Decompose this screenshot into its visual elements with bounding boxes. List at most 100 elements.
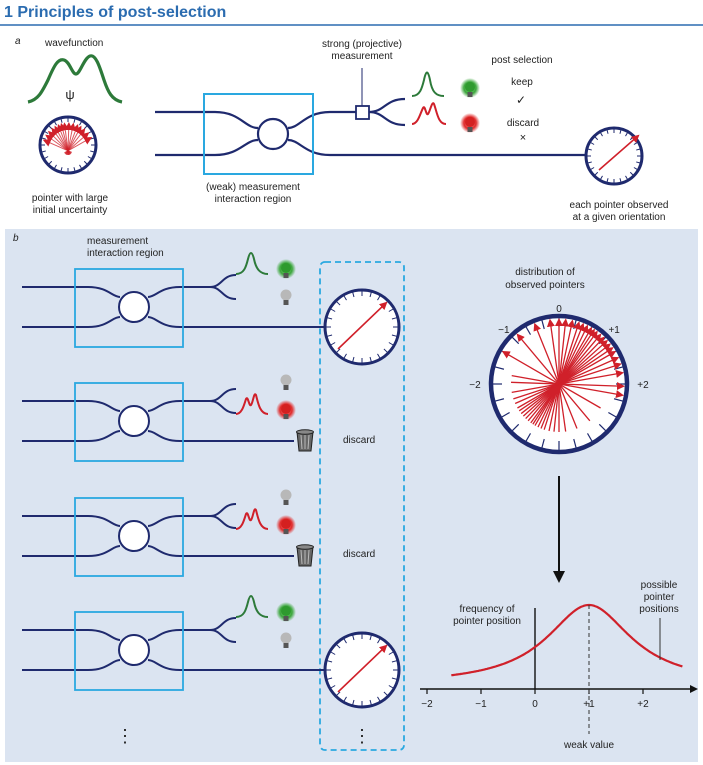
distribution-label-1: distribution of: [515, 267, 575, 278]
bulb-red-icon: [276, 515, 296, 535]
post-selection-dashed-box: [319, 261, 405, 751]
red-peak: [235, 508, 269, 530]
weak-label-1: (weak) measurement: [206, 182, 300, 193]
interaction-box: [74, 497, 184, 577]
annotation-2: pointer: [644, 592, 675, 603]
row-4: [22, 595, 401, 709]
observed-pointer-1: [516, 333, 591, 422]
wire-upper: [22, 400, 210, 412]
strong-measurement-box: [355, 105, 370, 120]
beam-splitter: [118, 520, 150, 552]
dial-label: 0: [556, 304, 562, 315]
row-1: [22, 252, 401, 366]
observed-pointer-20: [513, 362, 622, 400]
trash-bin-icon: [296, 429, 314, 452]
discard-label-b1: discard: [343, 435, 375, 446]
wire-lower: [22, 316, 326, 328]
x-tick-label: −2: [421, 699, 433, 710]
wavefunction-curve: [27, 54, 123, 104]
dots-left: ⋮: [116, 726, 134, 746]
observed-pointer-22: [511, 381, 625, 391]
annotation-3: positions: [639, 604, 678, 615]
green-peak-a: [411, 71, 445, 97]
bulb-green-icon: [460, 78, 480, 98]
wire-lower: [22, 545, 294, 557]
wire-lower: [22, 659, 326, 671]
observed-label-1: each pointer observed: [570, 200, 669, 211]
dots-right: ⋮: [353, 726, 371, 746]
observed-pointer-23: [511, 375, 624, 399]
cross-icon: ×: [520, 132, 526, 144]
wire-upper: [22, 515, 210, 527]
psi-symbol: ψ: [65, 87, 74, 102]
beam-splitter: [118, 405, 150, 437]
wire-lower: [22, 430, 294, 442]
branch: [209, 617, 237, 643]
interaction-box-a: [203, 93, 314, 175]
beam-splitter: [118, 634, 150, 666]
pointer-dial-observed: [584, 126, 644, 186]
panel-b-label: b: [13, 233, 19, 244]
x-tick-label: +2: [637, 699, 649, 710]
branch: [209, 274, 237, 300]
ylabel-2: pointer position: [453, 616, 521, 627]
distribution-dial: −2 −1 0 +1 +2: [469, 304, 649, 455]
x-tick-label: −1: [475, 699, 487, 710]
panel-a: a wavefunction ψ pointer with large init…: [15, 36, 668, 223]
observed-pointer-19: [514, 356, 620, 405]
pointer-dial: [323, 631, 401, 709]
check-icon: ✓: [516, 93, 526, 107]
dial-label: −2: [469, 380, 481, 391]
bulb-red-icon: [276, 400, 296, 420]
strong-label-2: measurement: [331, 51, 392, 62]
figure-title: 1 Principles of post-selection: [4, 4, 226, 21]
distribution-label-2: observed pointers: [505, 280, 585, 291]
observed-label-2: at a given orientation: [573, 212, 666, 223]
bulb-red-icon: [460, 113, 480, 133]
frequency-curve: [451, 603, 683, 677]
dial-label: −1: [498, 325, 510, 336]
observed-pointer-6: [548, 319, 575, 432]
pointer-label-1: pointer with large: [32, 193, 109, 204]
region-label-1: measurement: [87, 236, 148, 247]
observed-pointer-2: [533, 322, 578, 429]
wire-upper: [22, 286, 210, 298]
interaction-box: [74, 611, 184, 691]
beam-splitter: [118, 291, 150, 323]
pointer-label-2: initial uncertainty: [33, 205, 107, 216]
wire-upper: [22, 629, 210, 641]
ylabel-1: frequency of: [459, 604, 514, 615]
dial-label: +1: [608, 325, 620, 336]
wire-lower-a: [155, 138, 586, 157]
region-label-2: interaction region: [87, 248, 164, 259]
trash-bin-icon: [296, 544, 314, 567]
bulb-green-icon: [276, 602, 296, 622]
keep-label: keep: [511, 77, 533, 88]
interaction-box: [74, 382, 184, 462]
pointer-arrow: [337, 644, 388, 693]
discard-label-a: discard: [507, 118, 539, 129]
branch: [209, 503, 237, 529]
weak-label-2: interaction region: [215, 194, 292, 205]
green-peak: [235, 252, 269, 275]
interaction-box: [74, 268, 184, 348]
observed-pointer-3: [546, 318, 567, 432]
bulb-green-icon: [276, 259, 296, 279]
pointer-dial-uncertain: [38, 115, 98, 175]
observed-pointer-0: [501, 350, 601, 409]
branch: [209, 388, 237, 414]
strong-label-1: strong (projective): [322, 39, 402, 50]
panel-b: b measurement interaction region discard…: [13, 233, 698, 751]
wire-upper-a: [155, 110, 362, 130]
observed-pointer-5: [553, 318, 570, 432]
row-3: [22, 489, 314, 577]
green-peak: [235, 595, 269, 618]
row-2: [22, 374, 314, 462]
discard-label-b2: discard: [343, 549, 375, 560]
uncertain-arrow-14: [64, 137, 93, 154]
pointer-arrow: [337, 301, 388, 350]
post-selection-label: post selection: [491, 55, 552, 66]
red-peak: [235, 393, 269, 415]
beam-splitter-a: [256, 117, 290, 151]
